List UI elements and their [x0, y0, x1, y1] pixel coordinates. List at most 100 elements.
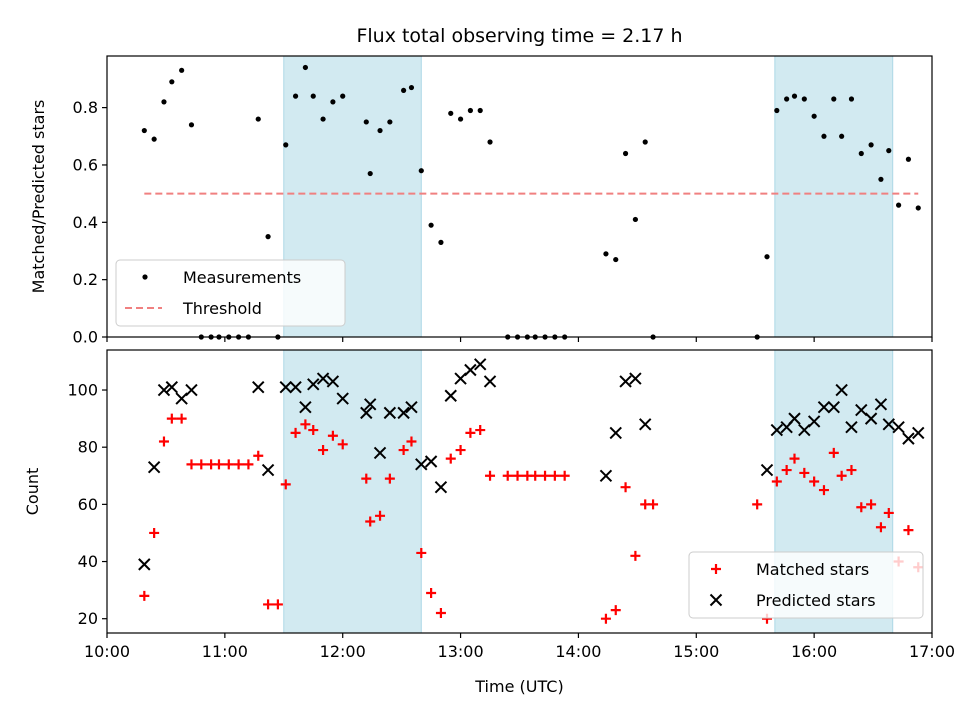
- point-16: [280, 479, 291, 490]
- point-41: [817, 400, 831, 414]
- x-tick-label-1: 10:00: [84, 642, 130, 661]
- point-1: [141, 127, 147, 134]
- point-4: [166, 413, 177, 424]
- x-tick-label-7: 16:00: [791, 642, 837, 661]
- point-56: [811, 113, 817, 119]
- point-40: [530, 470, 541, 481]
- point-66: [905, 156, 912, 162]
- point-25: [375, 510, 386, 521]
- point-42: [549, 470, 560, 481]
- point-2: [147, 460, 161, 474]
- point-61: [858, 150, 864, 157]
- point-65: [896, 202, 902, 208]
- point-62: [868, 142, 874, 148]
- point-33: [457, 116, 464, 122]
- x-tick-label-5: 14:00: [555, 642, 601, 661]
- point-46: [622, 150, 629, 157]
- point-57: [821, 133, 827, 139]
- point-51: [764, 254, 770, 260]
- point-32: [445, 453, 456, 464]
- point-53: [784, 96, 790, 102]
- point-46: [864, 412, 878, 425]
- point-41: [540, 470, 551, 481]
- point-66: [903, 525, 914, 536]
- y-tick-label-1: 0.0: [73, 328, 98, 347]
- point-32: [619, 375, 632, 388]
- point-27: [401, 87, 407, 94]
- point-34: [467, 107, 473, 114]
- point-29: [418, 168, 424, 174]
- legend-box: [688, 551, 924, 619]
- point-35: [475, 425, 486, 436]
- point-27: [398, 445, 409, 456]
- point-55: [799, 467, 810, 478]
- point-63: [878, 176, 884, 182]
- point-24: [367, 170, 373, 177]
- y-axis-label: Count: [23, 468, 42, 516]
- legend-swatch-measurements: [142, 274, 148, 280]
- point-29: [416, 547, 427, 558]
- point-55: [801, 96, 807, 102]
- y-tick-label-3: 0.4: [73, 213, 98, 232]
- point-43: [559, 470, 570, 481]
- point-11: [299, 400, 312, 414]
- point-3: [158, 436, 169, 447]
- point-28: [474, 358, 487, 371]
- shaded-interval-2: [774, 55, 894, 338]
- point-26: [454, 372, 467, 385]
- point-54: [791, 93, 798, 99]
- point-18: [300, 419, 311, 430]
- point-51: [912, 426, 925, 440]
- point-11: [233, 459, 244, 470]
- x-tick-label-8: 17:00: [909, 642, 955, 661]
- axes-frame: [106, 55, 933, 338]
- point-13: [253, 450, 264, 461]
- point-4: [169, 79, 175, 85]
- point-18: [373, 446, 387, 460]
- point-36: [485, 470, 496, 481]
- point-4: [165, 380, 179, 394]
- point-23: [363, 119, 369, 125]
- point-36: [487, 139, 493, 145]
- y-tick-label-2: 0.2: [73, 270, 98, 289]
- legend-label-1: Measurements: [183, 268, 301, 287]
- point-10: [223, 459, 234, 470]
- point-12: [243, 459, 254, 470]
- point-60: [846, 465, 857, 476]
- point-31: [438, 239, 444, 245]
- legend-swatch-predicted: [709, 593, 723, 607]
- point-52: [774, 107, 780, 114]
- point-9: [279, 380, 292, 394]
- point-42: [827, 400, 840, 414]
- point-21: [330, 99, 336, 105]
- point-22: [337, 439, 348, 450]
- x-tick-label-2: 11:00: [202, 642, 248, 661]
- point-19: [383, 406, 397, 420]
- legend-label-1: Matched stars: [756, 560, 869, 579]
- point-30: [426, 587, 437, 598]
- point-16: [283, 142, 289, 148]
- point-27: [464, 363, 477, 377]
- point-8: [261, 463, 275, 477]
- point-54: [789, 453, 800, 464]
- point-58: [831, 96, 837, 102]
- point-52: [771, 476, 782, 487]
- point-3: [157, 383, 171, 397]
- axes-frame: [106, 349, 933, 634]
- y-tick-label-2: 40: [78, 552, 98, 571]
- point-12: [307, 378, 320, 391]
- point-13: [316, 372, 330, 385]
- point-44: [600, 613, 611, 624]
- point-17: [364, 398, 377, 411]
- point-7: [252, 380, 265, 394]
- point-1: [138, 558, 151, 571]
- point-29: [483, 375, 497, 388]
- point-50: [752, 499, 763, 510]
- point-19: [308, 425, 319, 436]
- point-31: [609, 426, 622, 440]
- series-predicted-stars: [138, 358, 925, 571]
- point-7: [196, 459, 207, 470]
- point-35: [760, 463, 774, 477]
- point-38: [512, 470, 523, 481]
